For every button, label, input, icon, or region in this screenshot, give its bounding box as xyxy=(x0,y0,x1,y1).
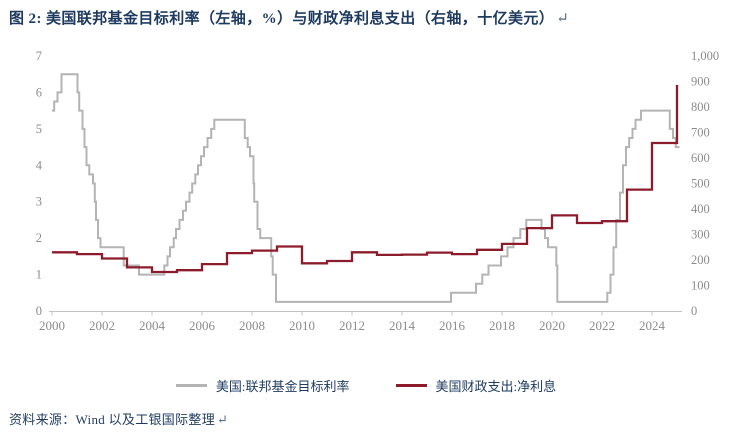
svg-text:2008: 2008 xyxy=(239,318,265,333)
svg-text:2000: 2000 xyxy=(39,318,65,333)
svg-text:0: 0 xyxy=(36,304,42,318)
svg-text:600: 600 xyxy=(691,151,710,165)
svg-text:0: 0 xyxy=(691,304,697,318)
gray-line-swatch xyxy=(175,383,207,387)
figure-title: 图 2: 美国联邦基金目标利率（左轴，%）与财政净利息支出（右轴，十亿美元） ↵ xyxy=(9,7,729,28)
svg-text:300: 300 xyxy=(691,228,710,242)
legend-item-fed-funds-rate: 美国:联邦基金目标利率 xyxy=(175,376,350,395)
source-note: 资料来源：Wind 以及工银国际整理 ↵ xyxy=(9,409,228,428)
paragraph-return-icon: ↵ xyxy=(217,412,229,427)
legend-label-fed-funds-rate: 美国:联邦基金目标利率 xyxy=(215,378,350,394)
legend-item-net-interest: 美国财政支出:净利息 xyxy=(395,376,557,395)
svg-text:2012: 2012 xyxy=(339,318,365,333)
svg-text:4: 4 xyxy=(36,158,43,172)
red-line-swatch xyxy=(395,383,427,387)
svg-text:3: 3 xyxy=(36,195,42,209)
svg-text:500: 500 xyxy=(691,177,710,191)
svg-text:2004: 2004 xyxy=(139,318,166,333)
chart-legend: 美国:联邦基金目标利率 美国财政支出:净利息 xyxy=(0,374,732,396)
svg-text:5: 5 xyxy=(36,122,42,136)
svg-text:700: 700 xyxy=(691,126,710,140)
svg-text:800: 800 xyxy=(691,100,710,114)
legend-label-net-interest: 美国财政支出:净利息 xyxy=(435,378,557,394)
svg-text:200: 200 xyxy=(691,253,710,267)
svg-text:2014: 2014 xyxy=(389,318,416,333)
svg-text:400: 400 xyxy=(691,202,710,216)
svg-text:6: 6 xyxy=(36,85,42,99)
svg-text:2010: 2010 xyxy=(289,318,315,333)
figure-title-text: 图 2: 美国联邦基金目标利率（左轴，%）与财政净利息支出（右轴，十亿美元） xyxy=(9,11,555,27)
svg-text:2024: 2024 xyxy=(639,318,666,333)
svg-text:2022: 2022 xyxy=(589,318,615,333)
source-note-text: 资料来源：Wind 以及工银国际整理 xyxy=(9,412,216,427)
svg-text:2002: 2002 xyxy=(89,318,115,333)
svg-text:7: 7 xyxy=(36,49,42,63)
svg-text:2018: 2018 xyxy=(489,318,515,333)
svg-text:1,000: 1,000 xyxy=(691,49,719,63)
svg-text:900: 900 xyxy=(691,75,710,89)
svg-text:1: 1 xyxy=(36,268,42,282)
svg-text:100: 100 xyxy=(691,279,710,293)
paragraph-return-icon: ↵ xyxy=(556,11,570,27)
svg-text:2: 2 xyxy=(36,231,42,245)
svg-text:2020: 2020 xyxy=(539,318,565,333)
svg-text:2016: 2016 xyxy=(439,318,466,333)
svg-text:2006: 2006 xyxy=(189,318,216,333)
